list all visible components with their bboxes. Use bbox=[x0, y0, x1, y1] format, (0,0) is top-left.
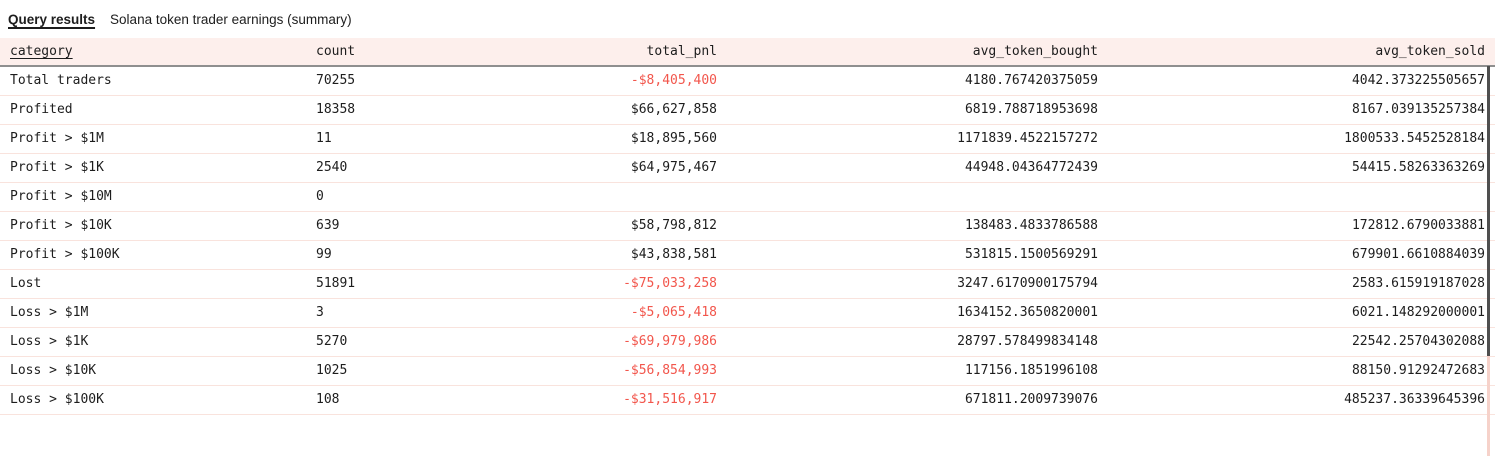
table-row: Profit > $100K 99 $43,838,581 531815.150056… bbox=[0, 240, 1495, 270]
cell-total_pnl: $64,975,467 bbox=[426, 153, 717, 183]
cell-total_pnl: -$56,854,993 bbox=[426, 356, 717, 386]
cell-category: Profited bbox=[0, 95, 316, 125]
cell-avg_token_sold: 4042.373225505657 bbox=[1098, 66, 1495, 96]
cell-avg_token_sold: 2583.615919187028 bbox=[1098, 269, 1495, 299]
vertical-scrollbar-track[interactable] bbox=[1487, 66, 1490, 456]
cell-avg_token_bought: 671811.2009739076 bbox=[717, 385, 1098, 415]
cell-avg_token_sold: 1800533.5452528184 bbox=[1098, 124, 1495, 154]
cell-total_pnl: -$69,979,986 bbox=[426, 327, 717, 357]
results-titlebar: Query results Solana token trader earnin… bbox=[0, 0, 1495, 38]
cell-count: 99 bbox=[316, 240, 426, 270]
column-header-avg-token-sold[interactable]: avg_token_sold bbox=[1098, 38, 1495, 67]
cell-avg_token_sold: 679901.6610884039 bbox=[1098, 240, 1495, 270]
cell-total_pnl: $43,838,581 bbox=[426, 240, 717, 270]
table-header-row: category count total_pnl avg_token_bough… bbox=[0, 38, 1495, 67]
table-row: Loss > $1K 5270 -$69,979,986 28797.57849983… bbox=[0, 327, 1495, 357]
cell-count: 70255 bbox=[316, 66, 426, 96]
cell-avg_token_bought: 531815.1500569291 bbox=[717, 240, 1098, 270]
column-header-total-pnl[interactable]: total_pnl bbox=[426, 38, 717, 67]
table-row: Lost 51891 -$75,033,258 3247.6170900175794 2… bbox=[0, 269, 1495, 299]
cell-avg_token_bought: 6819.788718953698 bbox=[717, 95, 1098, 125]
cell-avg_token_bought: 138483.4833786588 bbox=[717, 211, 1098, 241]
cell-category: Loss > $1M bbox=[0, 298, 316, 328]
table-row: Profit > $10M 0 bbox=[0, 182, 1495, 212]
cell-category: Profit > $100K bbox=[0, 240, 316, 270]
cell-avg_token_sold: 485237.36339645396 bbox=[1098, 385, 1495, 415]
cell-category: Profit > $1K bbox=[0, 153, 316, 183]
cell-avg_token_sold: 54415.58263363269 bbox=[1098, 153, 1495, 183]
cell-avg_token_sold bbox=[1098, 182, 1495, 212]
table-row: Loss > $100K 108 -$31,516,917 671811.200973… bbox=[0, 385, 1495, 415]
cell-avg_token_bought: 44948.04364772439 bbox=[717, 153, 1098, 183]
table-row: Total traders 70255 -$8,405,400 4180.767420… bbox=[0, 66, 1495, 96]
query-results-tab[interactable]: Query results bbox=[8, 11, 96, 27]
table-row: Loss > $10K 1025 -$56,854,993 117156.185199… bbox=[0, 356, 1495, 386]
cell-category: Profit > $10K bbox=[0, 211, 316, 241]
cell-avg_token_sold: 8167.039135257384 bbox=[1098, 95, 1495, 125]
cell-avg_token_bought: 1634152.3650820001 bbox=[717, 298, 1098, 328]
cell-category: Profit > $1M bbox=[0, 124, 316, 154]
cell-avg_token_bought: 3247.6170900175794 bbox=[717, 269, 1098, 299]
cell-total_pnl: -$8,405,400 bbox=[426, 66, 717, 96]
cell-avg_token_sold: 6021.148292000001 bbox=[1098, 298, 1495, 328]
cell-count: 11 bbox=[316, 124, 426, 154]
cell-category: Lost bbox=[0, 269, 316, 299]
cell-count: 5270 bbox=[316, 327, 426, 357]
cell-count: 3 bbox=[316, 298, 426, 328]
cell-avg_token_bought: 1171839.4522157272 bbox=[717, 124, 1098, 154]
column-header-avg-token-bought[interactable]: avg_token_bought bbox=[717, 38, 1098, 67]
cell-total_pnl: -$75,033,258 bbox=[426, 269, 717, 299]
query-results-table: category count total_pnl avg_token_bough… bbox=[0, 38, 1495, 415]
table-row: Profit > $10K 639 $58,798,812 138483.483378… bbox=[0, 211, 1495, 241]
cell-count: 0 bbox=[316, 182, 426, 212]
table-row: Profit > $1K 2540 $64,975,467 44948.0436477… bbox=[0, 153, 1495, 183]
table-row: Profited 18358 $66,627,858 6819.78871895369… bbox=[0, 95, 1495, 125]
table-row: Loss > $1M 3 -$5,065,418 1634152.3650820001… bbox=[0, 298, 1495, 328]
cell-total_pnl: $58,798,812 bbox=[426, 211, 717, 241]
cell-avg_token_bought: 4180.767420375059 bbox=[717, 66, 1098, 96]
query-title: Solana token trader earnings (summary) bbox=[110, 11, 352, 27]
cell-avg_token_bought: 117156.1851996108 bbox=[717, 356, 1098, 386]
cell-category: Total traders bbox=[0, 66, 316, 96]
cell-category: Loss > $1K bbox=[0, 327, 316, 357]
cell-count: 2540 bbox=[316, 153, 426, 183]
cell-count: 18358 bbox=[316, 95, 426, 125]
vertical-scrollbar-thumb[interactable] bbox=[1487, 66, 1490, 356]
column-header-category[interactable]: category bbox=[0, 38, 316, 67]
cell-avg_token_sold: 88150.91292472683 bbox=[1098, 356, 1495, 386]
column-header-count[interactable]: count bbox=[316, 38, 426, 67]
cell-total_pnl bbox=[426, 182, 717, 212]
cell-category: Loss > $100K bbox=[0, 385, 316, 415]
table-row: Profit > $1M 11 $18,895,560 1171839.4522157… bbox=[0, 124, 1495, 154]
cell-category: Loss > $10K bbox=[0, 356, 316, 386]
cell-avg_token_sold: 22542.25704302088 bbox=[1098, 327, 1495, 357]
cell-total_pnl: $18,895,560 bbox=[426, 124, 717, 154]
cell-count: 51891 bbox=[316, 269, 426, 299]
cell-total_pnl: $66,627,858 bbox=[426, 95, 717, 125]
cell-avg_token_bought bbox=[717, 182, 1098, 212]
cell-avg_token_sold: 172812.6790033881 bbox=[1098, 211, 1495, 241]
cell-total_pnl: -$5,065,418 bbox=[426, 298, 717, 328]
cell-avg_token_bought: 28797.578499834148 bbox=[717, 327, 1098, 357]
cell-count: 639 bbox=[316, 211, 426, 241]
cell-total_pnl: -$31,516,917 bbox=[426, 385, 717, 415]
cell-count: 108 bbox=[316, 385, 426, 415]
cell-count: 1025 bbox=[316, 356, 426, 386]
cell-category: Profit > $10M bbox=[0, 182, 316, 212]
